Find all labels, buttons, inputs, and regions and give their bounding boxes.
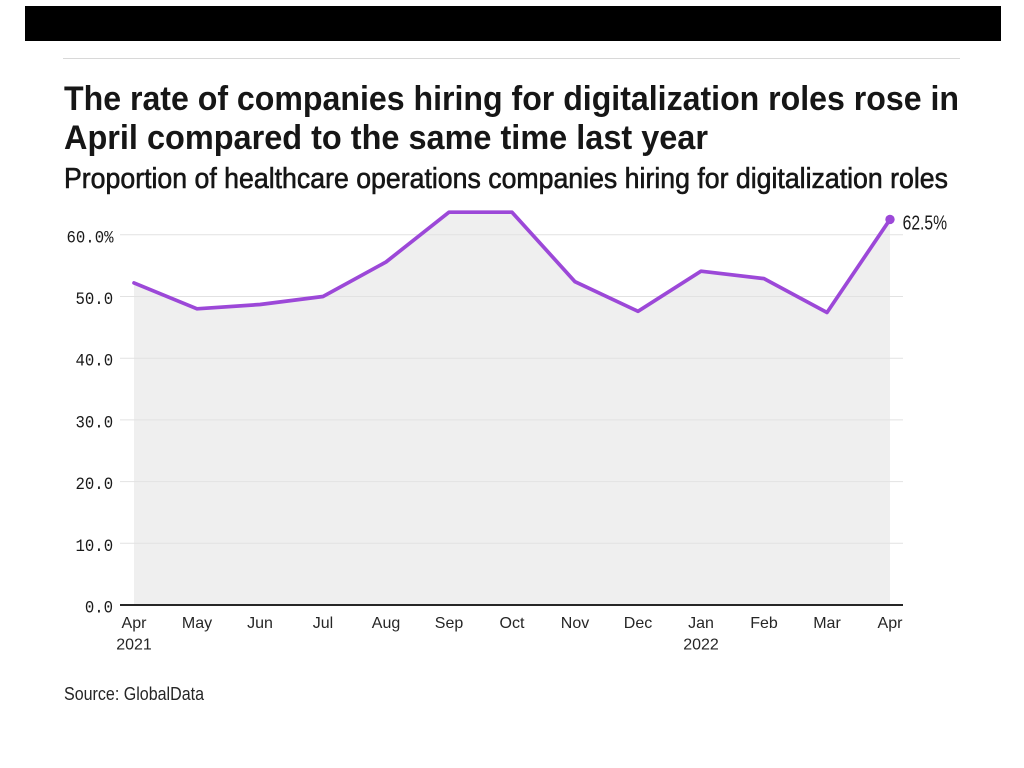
svg-text:Apr: Apr [122, 615, 148, 632]
svg-text:50.0: 50.0 [76, 290, 114, 310]
svg-text:0.0: 0.0 [85, 599, 113, 619]
svg-text:Sep: Sep [435, 615, 464, 632]
svg-text:Jul: Jul [313, 615, 333, 632]
svg-text:62.5%: 62.5% [903, 213, 948, 235]
svg-text:Apr: Apr [878, 615, 904, 632]
svg-text:20.0: 20.0 [76, 475, 114, 495]
svg-text:Nov: Nov [561, 615, 589, 632]
svg-text:Mar: Mar [813, 615, 841, 632]
svg-text:30.0: 30.0 [76, 413, 114, 433]
svg-text:Dec: Dec [624, 615, 652, 632]
svg-text:60.0%: 60.0% [67, 228, 114, 248]
svg-text:Oct: Oct [500, 615, 525, 632]
svg-text:Feb: Feb [750, 615, 778, 632]
svg-text:2021: 2021 [116, 636, 152, 653]
svg-text:Jan: Jan [688, 615, 714, 632]
svg-text:Jun: Jun [247, 615, 273, 632]
svg-text:2022: 2022 [683, 636, 719, 653]
svg-text:10.0: 10.0 [76, 537, 114, 557]
svg-text:Aug: Aug [372, 615, 400, 632]
svg-text:May: May [182, 615, 212, 632]
svg-text:40.0: 40.0 [76, 352, 114, 372]
